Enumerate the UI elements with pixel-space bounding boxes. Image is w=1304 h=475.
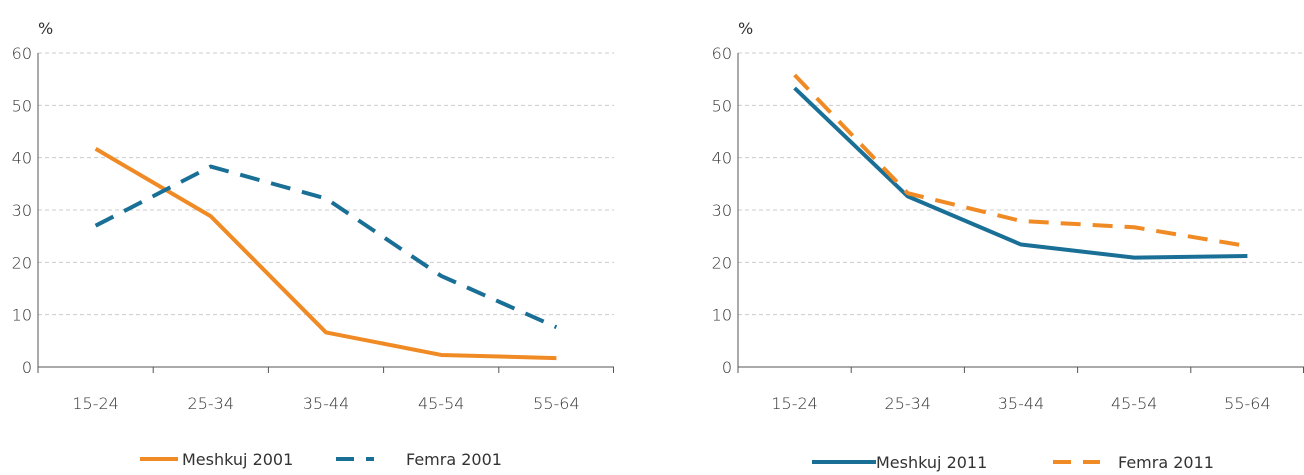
y-tick-label: 30 xyxy=(12,201,32,220)
chart-2011: % 0 10 20 30 40 50 60 15-24 25-34 35-44 45-54 55-64 M… xyxy=(712,19,1304,472)
y-tick-label: 50 xyxy=(712,96,732,115)
chart-2001: % 0 10 20 30 40 50 60 15-24 25-34 35-44 45-54 55-64 M… xyxy=(12,19,614,469)
series-line-1 xyxy=(793,73,1248,249)
x-tick-label: 15-24 xyxy=(771,394,818,413)
x-tick-label: 45-54 xyxy=(1111,394,1158,413)
x-tick-label: 25-34 xyxy=(188,394,235,413)
x-tick-label: 55-64 xyxy=(533,394,580,413)
x-tick-label: 45-54 xyxy=(418,394,465,413)
x-tick-label: 25-34 xyxy=(885,394,932,413)
y-tick-label: 60 xyxy=(712,44,732,63)
y-tick-label: 60 xyxy=(12,44,32,63)
y-tick-label: 0 xyxy=(722,358,732,377)
legend-label: Meshkuj 2011 xyxy=(876,453,987,472)
y-tick-label: 30 xyxy=(712,201,732,220)
x-tick-label: 15-24 xyxy=(72,394,119,413)
series-line-0 xyxy=(793,86,1248,260)
y-tick-label: 0 xyxy=(22,358,32,377)
y-unit-label: % xyxy=(738,19,753,38)
legend-label: Femra 2001 xyxy=(406,450,502,469)
y-tick-label: 10 xyxy=(12,306,32,325)
legend-label: Meshkuj 2001 xyxy=(182,450,293,469)
series-line-1 xyxy=(94,164,558,330)
legend-label: Femra 2011 xyxy=(1118,453,1214,472)
x-tick-label: 35-44 xyxy=(303,394,350,413)
x-tick-label: 55-64 xyxy=(1224,394,1271,413)
y-tick-label: 40 xyxy=(12,149,32,168)
x-tick-label: 35-44 xyxy=(998,394,1045,413)
y-tick-label: 50 xyxy=(12,96,32,115)
y-tick-label: 40 xyxy=(712,149,732,168)
y-unit-label: % xyxy=(38,19,53,38)
y-tick-label: 20 xyxy=(712,253,732,272)
y-tick-label: 20 xyxy=(12,253,32,272)
y-tick-label: 10 xyxy=(712,306,732,325)
series-line-0 xyxy=(94,147,557,361)
